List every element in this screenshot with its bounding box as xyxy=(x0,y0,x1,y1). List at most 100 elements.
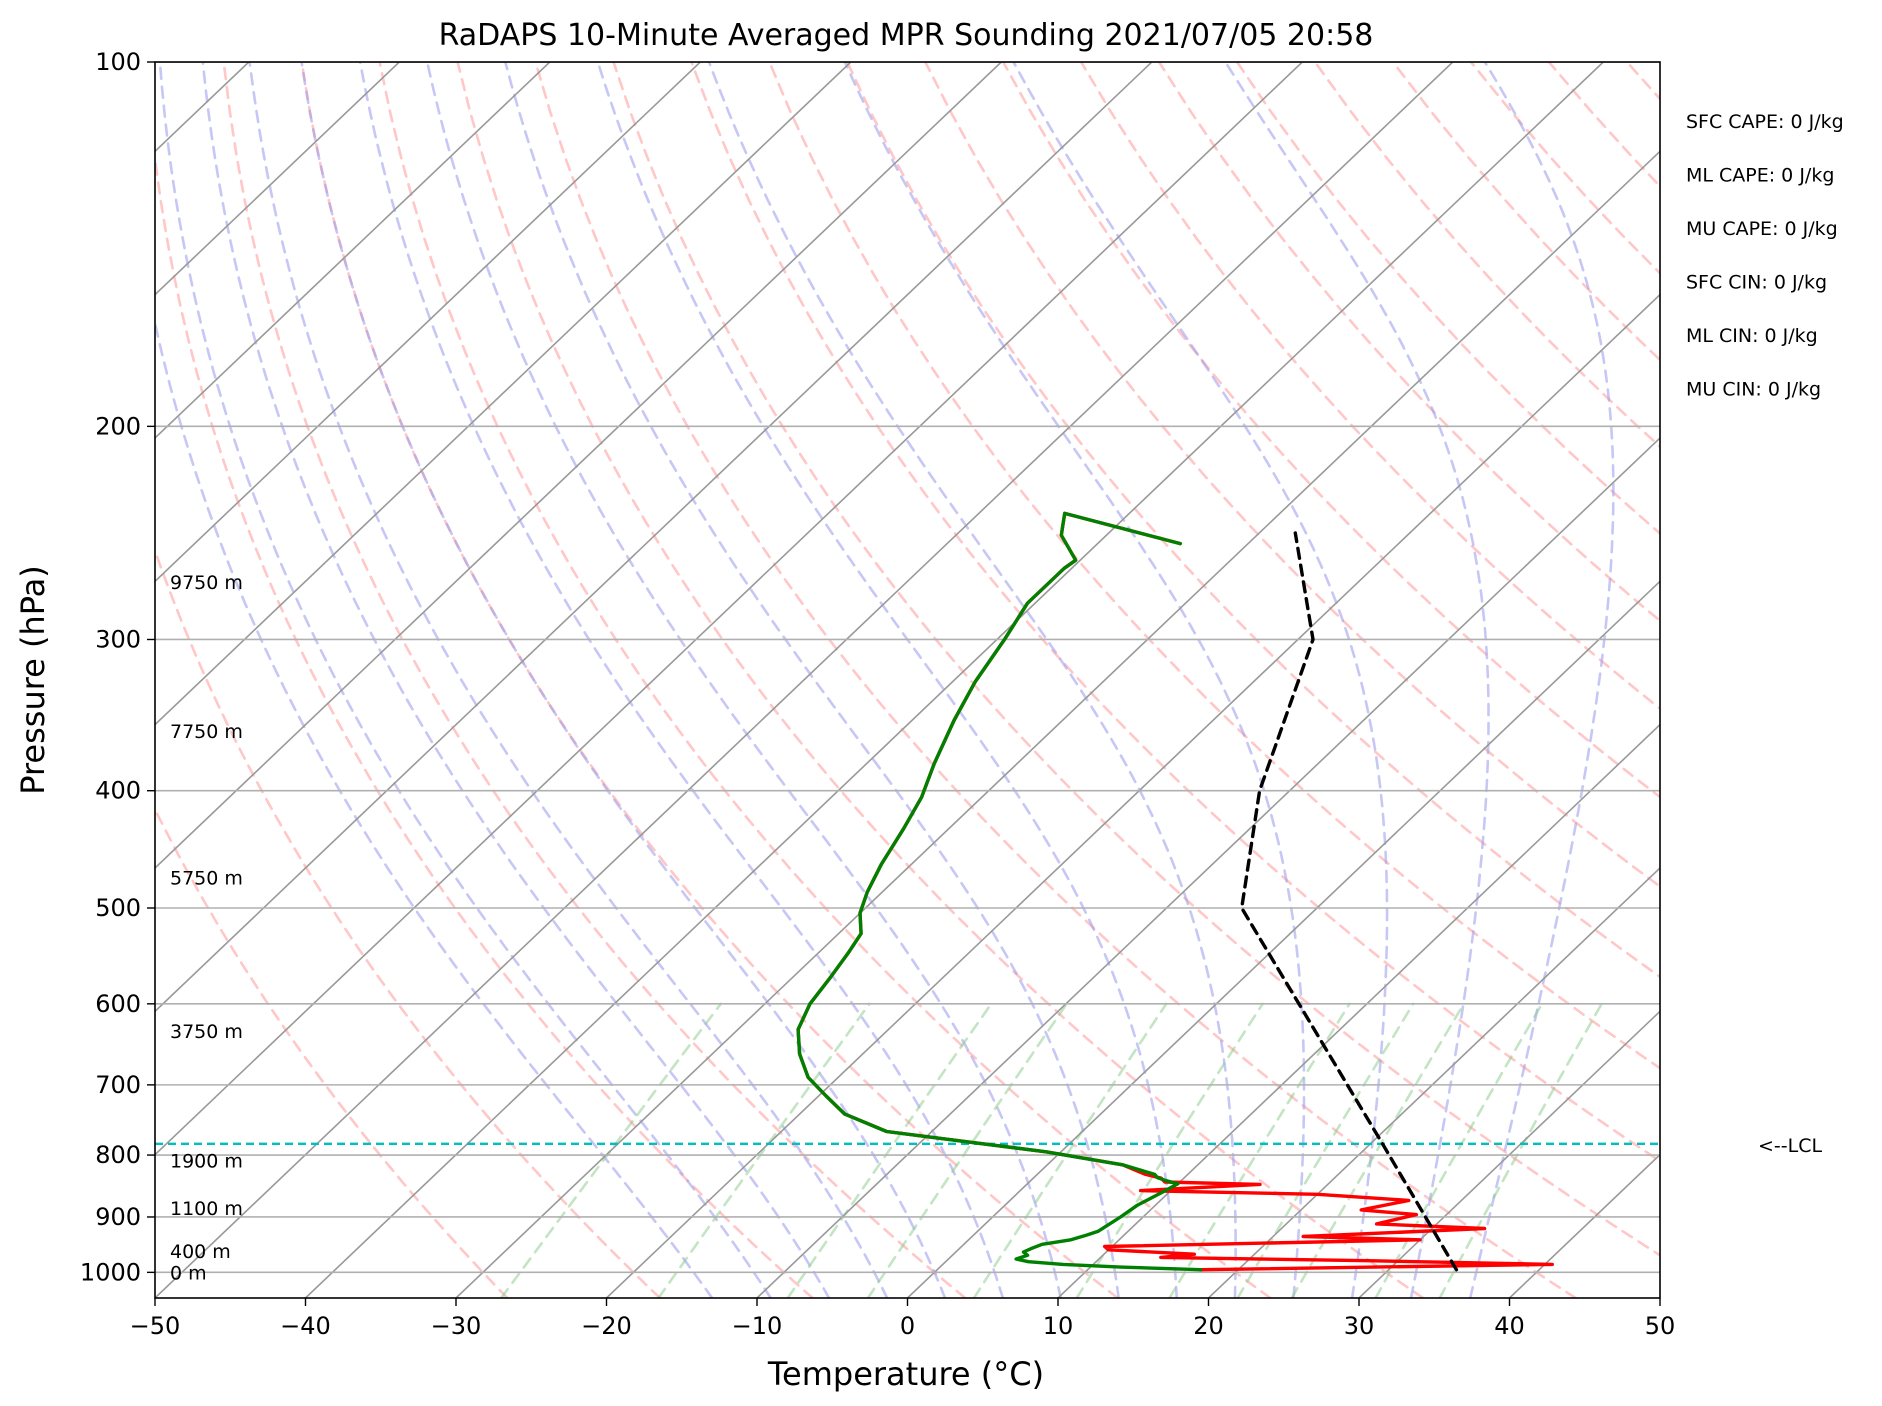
dewpoint-line xyxy=(796,511,1203,1272)
y-tick-label: 300 xyxy=(95,625,141,653)
isotherm xyxy=(906,580,1660,1298)
height-label: 0 m xyxy=(170,1262,207,1284)
x-tick-label: −40 xyxy=(280,1312,331,1340)
dry-adiabat xyxy=(1783,62,1882,1298)
dry-adiabat xyxy=(768,62,1660,1070)
x-tick-label: 0 xyxy=(900,1312,915,1340)
height-label: 3750 m xyxy=(170,1021,243,1043)
moist-adiabat xyxy=(1012,62,1389,1298)
moist-adiabat xyxy=(707,62,1237,1298)
x-tick-label: −30 xyxy=(431,1312,482,1340)
dry-adiabat xyxy=(378,62,1272,1298)
moist-adiabat xyxy=(1468,62,1615,1298)
y-tick-label: 700 xyxy=(95,1071,141,1099)
cape-cin-stat: SFC CIN: 0 J/kg xyxy=(1686,272,1827,294)
y-tick-label: 500 xyxy=(95,894,141,922)
y-tick-label: 100 xyxy=(95,48,141,76)
height-label: 1900 m xyxy=(170,1150,243,1172)
moist-adiabat xyxy=(358,62,1005,1298)
height-label: 1100 m xyxy=(170,1198,243,1220)
mixing-ratio-line xyxy=(866,1002,1068,1298)
x-tick-label: −50 xyxy=(130,1312,181,1340)
dry-adiabat xyxy=(155,806,509,1298)
isotherm xyxy=(155,62,1303,1156)
mixing-ratio-line xyxy=(1290,1002,1466,1298)
mixing-ratio-line xyxy=(972,1002,1168,1298)
y-tick-label: 800 xyxy=(95,1141,141,1169)
dry-adiabat xyxy=(1157,62,1660,623)
dry-adiabat xyxy=(845,62,1660,979)
cape-cin-stat: MU CIN: 0 J/kg xyxy=(1686,379,1821,401)
cape-cin-stat: MU CAPE: 0 J/kg xyxy=(1686,218,1838,240)
cape-cin-stat: SFC CAPE: 0 J/kg xyxy=(1686,111,1844,133)
isotherm xyxy=(1358,1010,1660,1298)
dry-adiabat xyxy=(155,546,662,1298)
x-tick-label: −10 xyxy=(732,1312,783,1340)
isotherm xyxy=(1207,866,1660,1298)
isotherm xyxy=(155,62,852,726)
isotherm xyxy=(155,62,1454,1298)
x-tick-label: 20 xyxy=(1193,1312,1224,1340)
height-label: 9750 m xyxy=(170,572,243,594)
plot-frame xyxy=(154,61,1661,1299)
height-label: 7750 m xyxy=(170,721,243,743)
isotherm xyxy=(155,62,1153,1013)
lcl-label: <--LCL xyxy=(1758,1135,1822,1157)
isotherm xyxy=(1057,723,1660,1298)
moist-adiabat xyxy=(155,317,714,1298)
isotherm xyxy=(304,62,1604,1298)
chart-title: RaDAPS 10-Minute Averaged MPR Sounding 2… xyxy=(439,18,1374,53)
mixing-ratio-line xyxy=(1075,1002,1264,1298)
dry-adiabat xyxy=(1001,62,1660,799)
dry-adiabat xyxy=(1625,62,1660,101)
dry-adiabat xyxy=(155,147,814,1298)
moist-adiabat xyxy=(201,62,831,1298)
mixing-ratio-line xyxy=(1438,1002,1603,1298)
mixing-ratio-line xyxy=(1374,1002,1544,1298)
mixing-ratio-line xyxy=(786,1002,993,1298)
y-axis-label: Pressure (hPa) xyxy=(14,565,52,795)
isotherm xyxy=(605,293,1660,1298)
mixing-ratio-line xyxy=(1168,1002,1351,1298)
dry-adiabat xyxy=(612,62,1660,1257)
x-tick-label: −20 xyxy=(581,1312,632,1340)
dry-adiabat xyxy=(690,62,1660,1163)
y-tick-label: 600 xyxy=(95,990,141,1018)
dry-adiabat xyxy=(222,62,967,1298)
moist-adiabat xyxy=(843,62,1306,1298)
isotherm xyxy=(455,150,1660,1298)
dry-adiabat xyxy=(923,62,1660,889)
x-tick-label: 40 xyxy=(1494,1312,1525,1340)
y-tick-label: 200 xyxy=(95,412,141,440)
isotherm xyxy=(155,62,701,583)
moist-adiabat xyxy=(158,62,773,1298)
cape-cin-stat: ML CIN: 0 J/kg xyxy=(1686,325,1818,347)
x-tick-label: 10 xyxy=(1043,1312,1074,1340)
x-tick-label: 30 xyxy=(1344,1312,1375,1340)
isotherm xyxy=(1508,1153,1660,1298)
cape-cin-stat: ML CAPE: 0 J/kg xyxy=(1686,165,1834,187)
moist-adiabat xyxy=(248,62,889,1298)
x-axis-label: Temperature (°C) xyxy=(767,1355,1044,1393)
y-tick-label: 400 xyxy=(95,777,141,805)
parcel-profile-line xyxy=(1239,531,1459,1272)
moist-adiabat xyxy=(300,62,947,1298)
moist-adiabat xyxy=(503,62,1120,1298)
dry-adiabat xyxy=(1469,62,1660,276)
moist-adiabat xyxy=(596,62,1178,1298)
mixing-ratio-line xyxy=(499,1002,723,1298)
x-tick-label: 50 xyxy=(1645,1312,1676,1340)
y-tick-label: 1000 xyxy=(80,1258,141,1286)
isotherm xyxy=(155,62,1002,870)
height-label: 5750 m xyxy=(170,868,243,890)
temperature-line xyxy=(796,511,1555,1272)
isotherm xyxy=(756,436,1660,1298)
moist-adiabat xyxy=(425,62,1062,1298)
dry-adiabat xyxy=(1079,62,1660,711)
y-tick-label: 900 xyxy=(95,1203,141,1231)
isotherm xyxy=(155,62,400,296)
mixing-ratio-line xyxy=(657,1002,871,1298)
isotherm xyxy=(155,62,551,440)
moist-adiabat xyxy=(1224,62,1490,1298)
